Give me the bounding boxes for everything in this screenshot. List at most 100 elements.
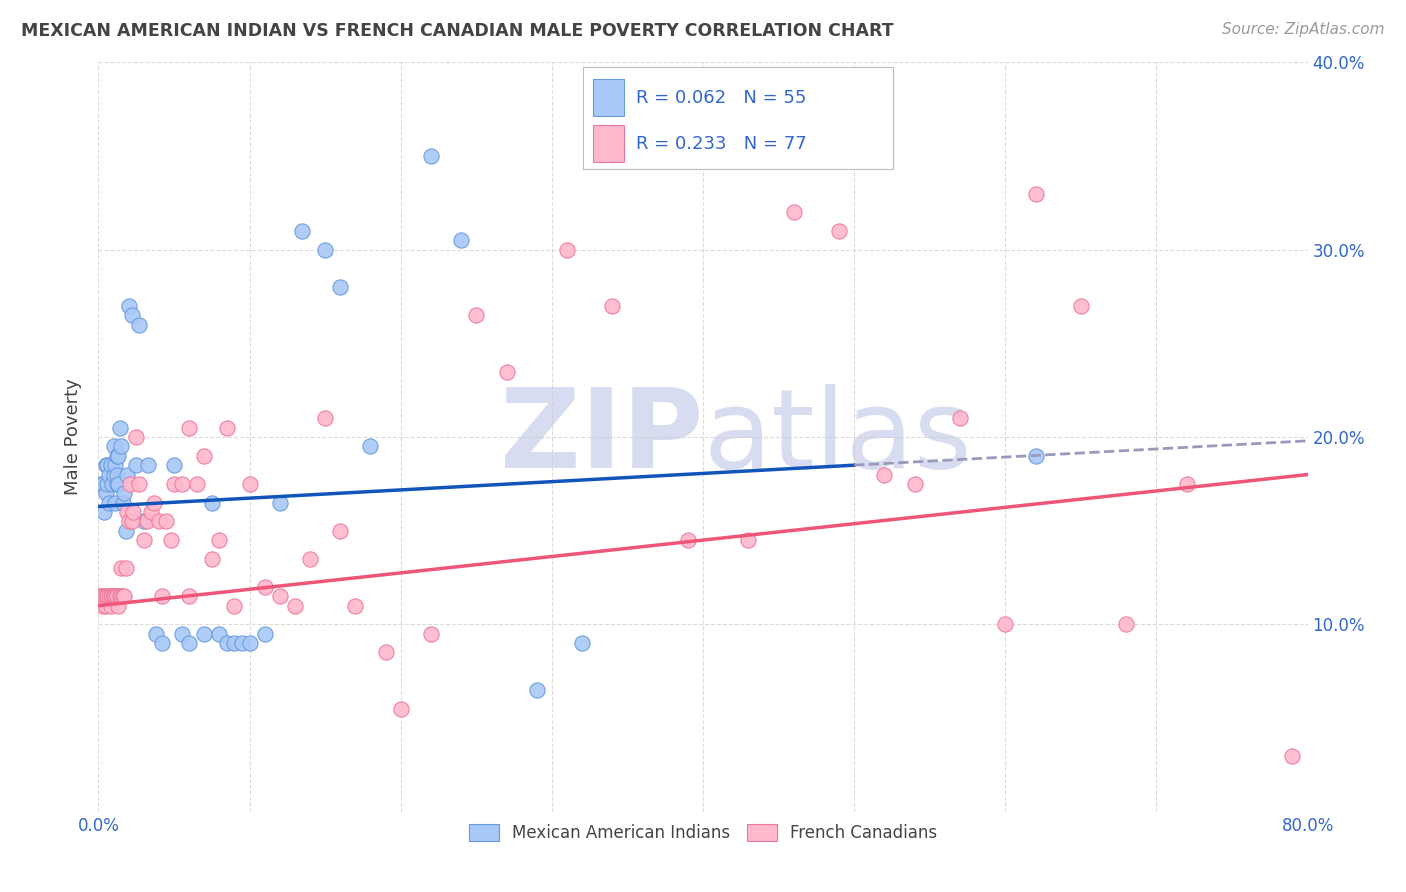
Point [110, 590, 132, 604]
Point [125, 430, 148, 444]
Point [91, 476, 114, 491]
Text: R = 0.233   N = 77: R = 0.233 N = 77 [636, 135, 807, 153]
Point [201, 496, 224, 510]
Point [314, 243, 336, 257]
Point [128, 476, 150, 491]
Point [101, 476, 124, 491]
Point [108, 421, 131, 435]
Point [115, 505, 138, 519]
Point [873, 467, 896, 482]
Point [284, 599, 307, 613]
Point [118, 299, 141, 313]
Point [132, 514, 155, 528]
Point [602, 299, 624, 313]
Point [100, 599, 122, 613]
Point [208, 626, 231, 640]
Text: ZIP: ZIP [499, 384, 703, 491]
Point [150, 636, 173, 650]
Point [145, 626, 167, 640]
Point [115, 467, 138, 482]
Point [148, 514, 170, 528]
Point [118, 514, 141, 528]
Point [1024, 186, 1046, 201]
Point [253, 580, 276, 594]
Point [253, 626, 276, 640]
Point [94, 458, 117, 473]
FancyBboxPatch shape [593, 126, 624, 162]
Point [155, 514, 177, 528]
Point [121, 308, 143, 322]
Point [105, 590, 128, 604]
Point [994, 617, 1017, 632]
Point [101, 590, 124, 604]
Point [1281, 748, 1303, 763]
Point [269, 496, 291, 510]
Point [98, 467, 121, 482]
Point [93, 590, 115, 604]
Point [105, 467, 128, 482]
Point [94, 486, 117, 500]
Point [104, 496, 127, 510]
Point [163, 458, 186, 473]
Point [329, 280, 352, 294]
Point [136, 458, 159, 473]
Text: MEXICAN AMERICAN INDIAN VS FRENCH CANADIAN MALE POVERTY CORRELATION CHART: MEXICAN AMERICAN INDIAN VS FRENCH CANADI… [21, 22, 894, 40]
Point [193, 449, 215, 463]
Point [170, 626, 193, 640]
Point [120, 476, 142, 491]
Point [224, 636, 246, 650]
Point [224, 599, 246, 613]
Point [108, 590, 131, 604]
Point [208, 533, 231, 547]
Point [555, 243, 578, 257]
Point [96, 476, 118, 491]
Point [121, 514, 143, 528]
Point [465, 308, 488, 322]
Point [150, 590, 173, 604]
Point [170, 476, 193, 491]
Point [114, 524, 136, 538]
Point [904, 476, 927, 491]
Point [676, 533, 699, 547]
Point [90, 590, 112, 604]
Y-axis label: Male Poverty: Male Poverty [65, 379, 83, 495]
Point [89, 590, 111, 604]
Point [420, 149, 443, 163]
Text: R = 0.062   N = 55: R = 0.062 N = 55 [636, 88, 807, 107]
Point [91, 599, 114, 613]
Point [103, 590, 125, 604]
Point [125, 458, 148, 473]
Point [110, 440, 132, 453]
Point [571, 636, 593, 650]
Point [360, 440, 382, 453]
Point [135, 514, 157, 528]
Point [291, 224, 314, 238]
Point [828, 224, 851, 238]
Point [94, 599, 117, 613]
Legend: Mexican American Indians, French Canadians: Mexican American Indians, French Canadia… [463, 817, 943, 848]
Point [96, 458, 118, 473]
Point [128, 318, 150, 332]
Point [231, 636, 253, 650]
Point [344, 599, 367, 613]
Point [201, 551, 224, 566]
Point [269, 590, 291, 604]
Point [104, 590, 127, 604]
Point [98, 590, 121, 604]
Point [132, 533, 155, 547]
Point [179, 590, 201, 604]
Point [143, 496, 166, 510]
Point [1024, 449, 1046, 463]
Point [107, 476, 129, 491]
FancyBboxPatch shape [593, 79, 624, 116]
Point [107, 599, 129, 613]
Point [163, 476, 186, 491]
Point [90, 590, 112, 604]
Point [100, 458, 122, 473]
Point [389, 701, 412, 715]
Point [107, 449, 129, 463]
Text: atlas: atlas [703, 384, 972, 491]
Point [160, 533, 183, 547]
Point [122, 505, 145, 519]
Point [215, 636, 238, 650]
